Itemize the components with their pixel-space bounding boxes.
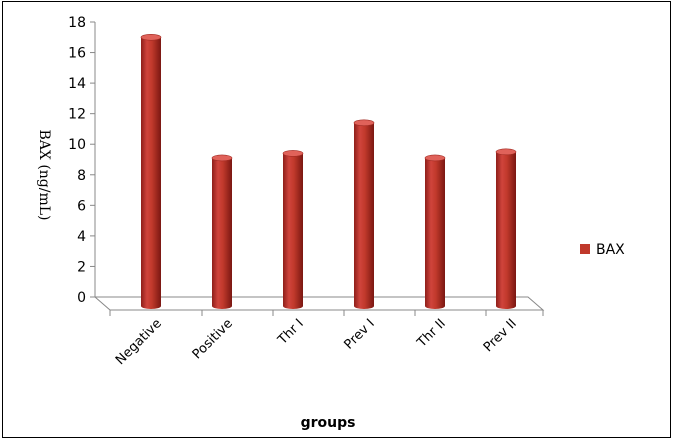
y-tick-label: 0 — [77, 290, 86, 306]
chart-floor — [93, 296, 545, 311]
y-axis-title: BAX (ng/mL) — [36, 129, 52, 220]
bar-body — [425, 157, 445, 309]
bar-thr-i — [282, 150, 304, 309]
x-axis-title: groups — [301, 415, 356, 431]
y-tick-label: 16 — [68, 46, 86, 62]
y-tick-label: 8 — [77, 168, 86, 184]
legend-label: BAX — [596, 242, 625, 258]
bars-layer — [140, 33, 517, 310]
bar-body — [354, 122, 374, 309]
y-tick-label: 10 — [68, 137, 86, 153]
y-tick-label: 12 — [68, 107, 86, 123]
bar-body — [496, 151, 516, 309]
bar-top — [211, 154, 233, 162]
bar-prev-i — [353, 119, 375, 309]
y-tick-label: 14 — [68, 76, 86, 92]
bar-body — [141, 37, 161, 310]
x-tick-label: Positive — [190, 316, 236, 362]
bar-prev-ii — [495, 148, 517, 309]
x-tick-label: Prev II — [481, 316, 520, 355]
legend: BAX — [580, 242, 625, 258]
bar-body — [212, 157, 232, 309]
x-tick-label: Negative — [113, 316, 165, 368]
bar-positive — [211, 154, 233, 309]
y-tick-label: 4 — [77, 229, 86, 245]
x-tick-label: Thr II — [414, 316, 449, 351]
y-tick-label: 2 — [77, 259, 86, 275]
bar-top — [495, 148, 517, 156]
x-tick-label: Prev I — [342, 316, 378, 352]
bar-negative — [140, 33, 162, 310]
bar-top — [424, 154, 446, 162]
axis-layer: 0 2 4 6 8 10 12 14 16 18 — [68, 15, 545, 316]
y-tick-label: 6 — [77, 198, 86, 214]
bar-top — [353, 119, 375, 127]
legend-swatch — [580, 244, 590, 254]
x-tick-label: Thr I — [275, 316, 307, 348]
labels-layer: Negative Positive Thr I Prev I Thr II Prev II — [113, 316, 520, 368]
bar-top — [282, 150, 304, 157]
bar-body — [283, 153, 303, 309]
bar-thr-ii — [424, 154, 446, 309]
y-tick-label: 18 — [68, 15, 86, 31]
bar-top — [140, 33, 162, 41]
